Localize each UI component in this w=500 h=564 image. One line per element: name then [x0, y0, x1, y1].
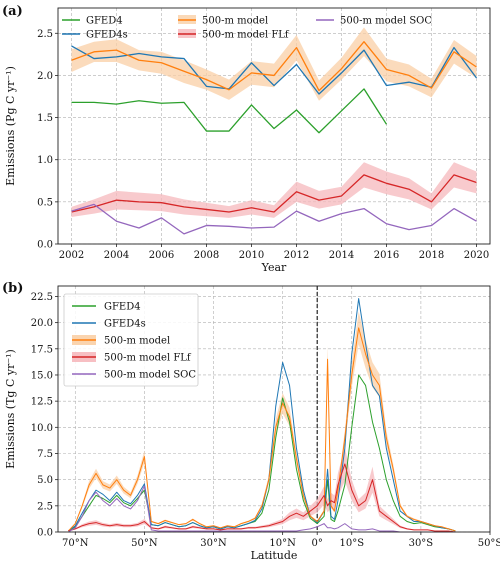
x-tick-label: 2008 [194, 250, 219, 261]
panel-label: (b) [2, 281, 23, 296]
series-line-500-m-model-soc [68, 485, 456, 533]
y-tick-label: 5.0 [37, 475, 53, 486]
y-tick-label: 17.5 [31, 344, 53, 355]
series-line-500-m-model-soc [71, 203, 477, 235]
y-tick-label: 15.0 [31, 370, 53, 381]
y-tick-label: 0.5 [37, 197, 53, 208]
panel-label: (a) [2, 4, 23, 19]
series-line-gfed4 [68, 374, 456, 532]
x-tick-label: 0° [312, 538, 323, 549]
uncertainty-band-500-m-model-flf [71, 162, 477, 218]
x-tick-label: 2004 [104, 250, 129, 261]
x-tick-label: 50°S [478, 538, 500, 549]
legend-label-500-m-model: 500-m model [104, 336, 170, 347]
legend-box [63, 293, 199, 387]
x-axis-label: Latitude [251, 549, 298, 562]
y-tick-label: 2.0 [37, 71, 53, 82]
series-line-500-m-model-flf [68, 463, 456, 533]
y-tick-label: 20.0 [31, 318, 53, 329]
series-line-500-m-model [68, 327, 456, 532]
x-axis-label: Year [261, 261, 287, 274]
y-tick-label: 12.5 [31, 397, 53, 408]
y-tick-label: 2.5 [37, 501, 53, 512]
legend-label-500-m-model-flf: 500-m model FLf [104, 353, 192, 364]
y-axis-label: Emissions (Pg C yr⁻¹) [4, 66, 17, 186]
y-tick-label: 0.0 [37, 528, 53, 539]
series-line-500-m-model [71, 41, 477, 92]
x-tick-label: 2018 [419, 250, 444, 261]
x-tick-label: 30°N [200, 538, 227, 549]
x-tick-label: 30°S [409, 538, 434, 549]
legend-label-gfed4s: GFED4s [86, 30, 128, 41]
series-line-gfed4s [71, 45, 478, 95]
x-tick-label: 10°N [269, 538, 296, 549]
uncertainty-band-500-m-model [71, 27, 477, 101]
x-tick-label: 2012 [284, 250, 309, 261]
y-axis-label: Emissions (Tg C yr⁻¹) [4, 349, 17, 469]
legend-label-500-m-model-soc: 500-m model SOC [340, 16, 432, 27]
panel-a-chart: 2002 2004 2006 2008 2010 2012 2014 2016 2018 2020… [2, 4, 491, 274]
series-line-500-m-model-flf [71, 174, 477, 213]
y-tick-label: 0.0 [37, 240, 53, 251]
x-tick-label: 2002 [59, 250, 84, 261]
y-tick-label: 10.0 [31, 423, 53, 434]
legend-label-gfed4s: GFED4s [104, 319, 146, 330]
x-tick-label: 2010 [239, 250, 264, 261]
x-tick-label: 2020 [464, 250, 489, 261]
series-line-gfed4 [71, 88, 388, 134]
x-tick-label: 2006 [149, 250, 174, 261]
y-tick-label: 7.5 [37, 449, 53, 460]
panel-b-chart: 70°N 50°N 30°N 10°N 0° 10°S 30°S 50°S 0.0 2.5 5.0 7… [2, 281, 500, 562]
x-tick-label: 50°N [131, 538, 158, 549]
legend-label-gfed4: GFED4 [86, 16, 123, 27]
x-tick-label: 70°N [62, 538, 89, 549]
x-tick-label: 2016 [374, 250, 399, 261]
legend-label-gfed4: GFED4 [104, 302, 141, 313]
legend-label-500-m-model-soc: 500-m model SOC [104, 370, 196, 381]
legend-label-500-m-model-flf: 500-m model FLf [202, 30, 290, 41]
y-tick-label: 2.5 [37, 29, 53, 40]
uncertainty-band-500-m-model-flf [68, 446, 456, 532]
legend-label-500-m-model: 500-m model [202, 16, 268, 27]
x-tick-label: 10°S [339, 538, 364, 549]
axes-frame [57, 7, 491, 245]
y-tick-label: 22.5 [31, 292, 53, 303]
y-tick-label: 1.0 [37, 155, 53, 166]
x-tick-label: 2014 [329, 250, 354, 261]
y-tick-label: 1.5 [37, 113, 53, 124]
axes-frame [57, 285, 491, 533]
